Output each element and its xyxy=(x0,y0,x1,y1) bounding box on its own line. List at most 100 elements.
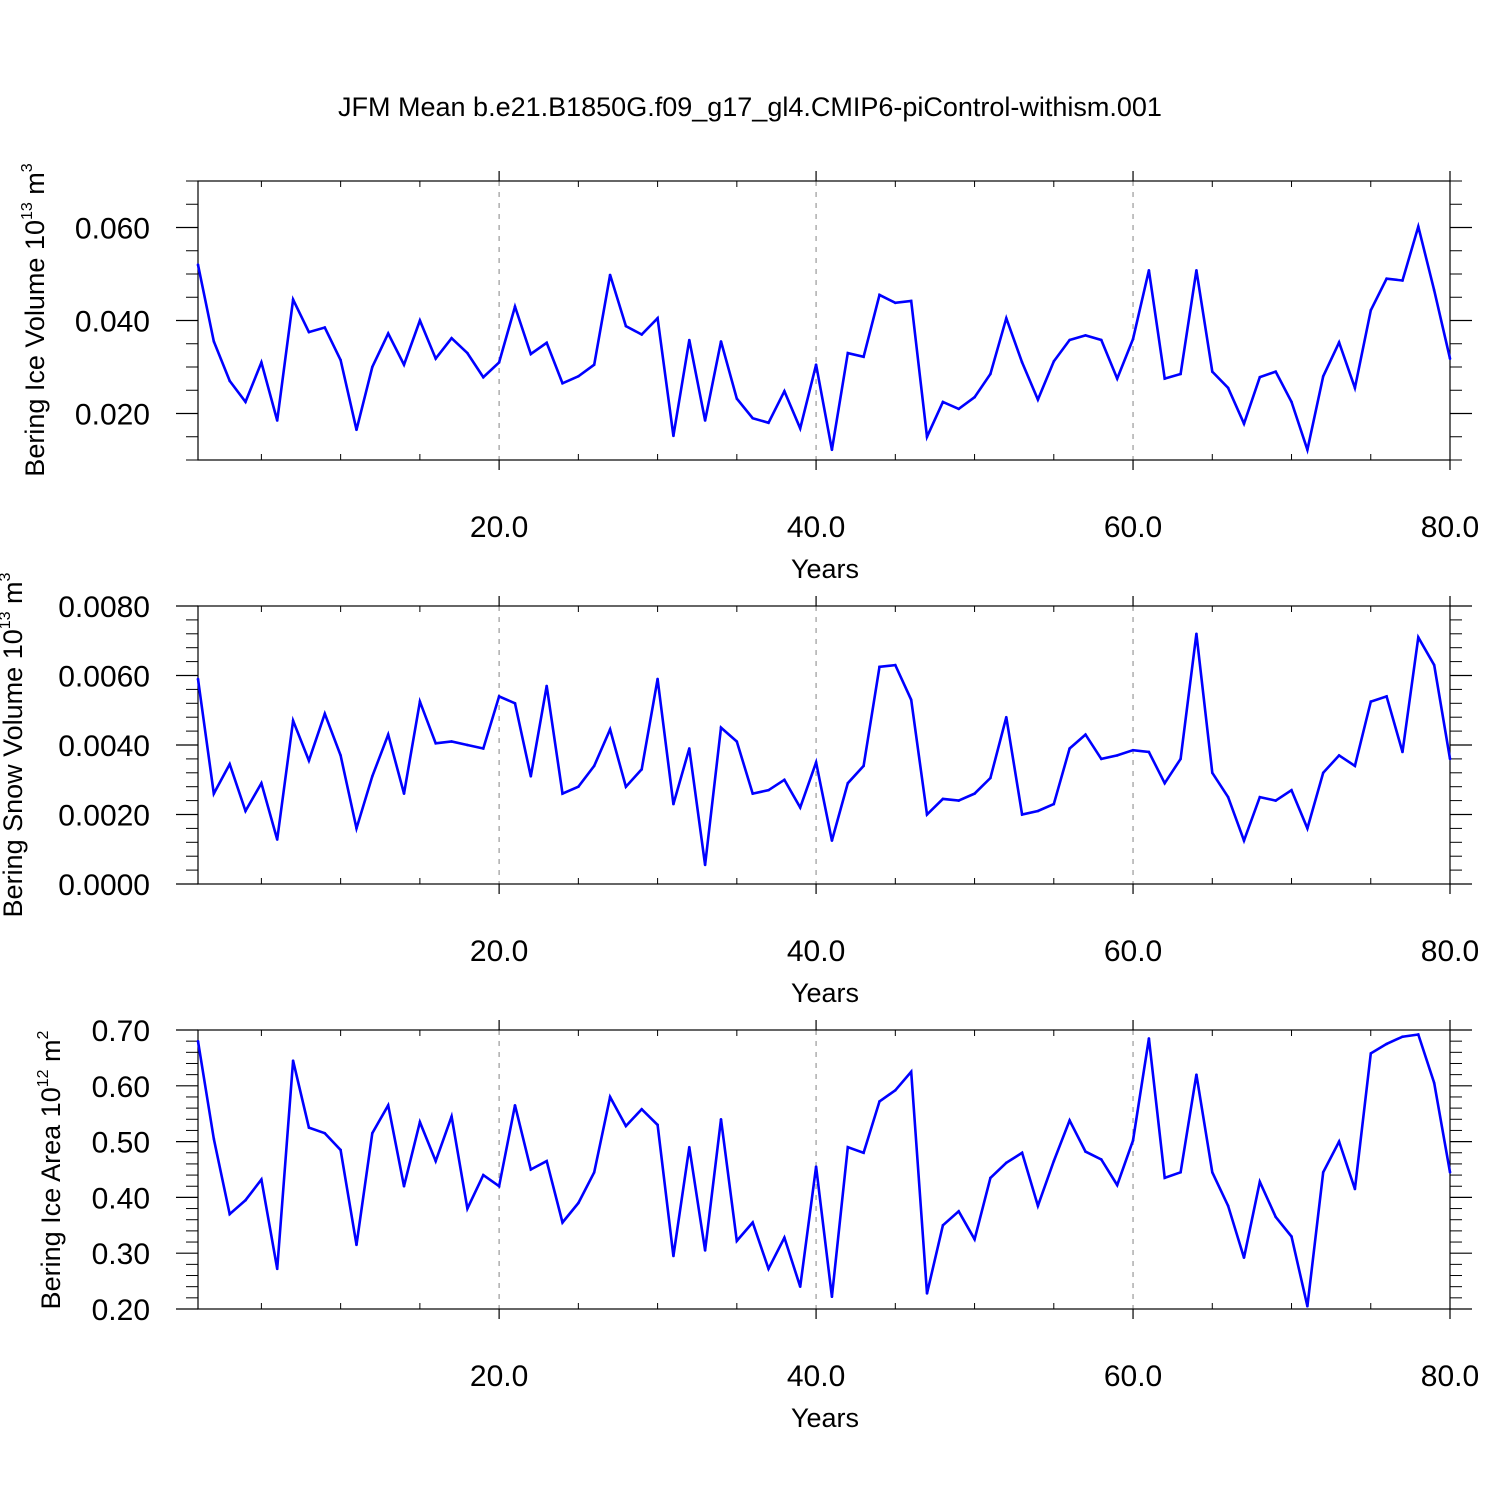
data-point xyxy=(1084,733,1087,736)
data-point xyxy=(783,1236,786,1239)
ylabel-exponent: 13 xyxy=(0,611,14,629)
data-point xyxy=(751,1221,754,1224)
data-point xyxy=(1163,1176,1167,1180)
data-point xyxy=(386,733,390,736)
ylabel-exponent: 12 xyxy=(35,1069,52,1087)
data-point xyxy=(260,361,263,364)
data-point xyxy=(830,448,834,452)
data-point xyxy=(1385,1042,1388,1046)
data-point xyxy=(434,1159,438,1163)
data-point xyxy=(1068,747,1071,750)
y-tick-label: 0.20 xyxy=(92,1294,150,1327)
data-point xyxy=(561,792,564,795)
data-point xyxy=(1385,277,1388,280)
data-point xyxy=(973,1237,976,1241)
x-axis-label: Years xyxy=(791,1403,859,1433)
y-tick-label: 0.70 xyxy=(92,1015,150,1048)
series-line xyxy=(196,1033,1452,1307)
x-tick-label: 80.0 xyxy=(1421,1360,1479,1393)
data-point xyxy=(830,839,834,842)
data-point xyxy=(1258,375,1262,379)
data-point xyxy=(767,788,770,792)
data-point xyxy=(1321,375,1325,378)
x-tick-label: 20.0 xyxy=(470,1360,528,1393)
data-point xyxy=(1179,757,1182,761)
data-point xyxy=(212,1137,216,1141)
data-point xyxy=(1147,1037,1151,1040)
panel-ice-area: Bering Ice Area 1012 m2 Years 20.0 40.0 60… xyxy=(35,1015,1479,1433)
data-point xyxy=(1020,813,1024,816)
data-point xyxy=(323,712,327,716)
data-point xyxy=(275,419,279,422)
data-point xyxy=(371,774,374,778)
data-point xyxy=(466,743,469,747)
data-point xyxy=(624,785,628,788)
y-tick-label: 0.0040 xyxy=(58,730,150,763)
data-point xyxy=(1401,1035,1404,1038)
data-point xyxy=(529,774,533,778)
data-point xyxy=(1210,370,1214,373)
data-point xyxy=(1290,788,1293,792)
data-point xyxy=(481,747,485,750)
data-point xyxy=(925,435,929,439)
data-point xyxy=(894,301,897,305)
data-point xyxy=(941,797,945,801)
data-point xyxy=(592,363,596,366)
y-tick-label: 0.0000 xyxy=(58,869,150,902)
data-point xyxy=(450,1115,453,1118)
data-point xyxy=(925,813,929,816)
data-point xyxy=(1115,1183,1119,1187)
data-point xyxy=(989,1176,992,1180)
data-point xyxy=(719,1117,723,1121)
data-point xyxy=(1353,386,1357,390)
data-point xyxy=(1195,268,1198,272)
data-point xyxy=(1448,757,1452,761)
data-point xyxy=(798,806,802,809)
data-point xyxy=(513,702,517,705)
data-point xyxy=(418,1120,422,1124)
data-point xyxy=(529,352,533,356)
data-point xyxy=(402,363,406,366)
data-point xyxy=(608,1095,612,1099)
ylabel-unit-exponent: 3 xyxy=(19,163,36,172)
ylabel-unit: m xyxy=(0,581,28,604)
data-point xyxy=(577,785,580,788)
data-point xyxy=(592,764,596,768)
data-point xyxy=(735,740,739,743)
y-tick-label: 0.060 xyxy=(75,213,150,246)
ylabel-unit-exponent: 3 xyxy=(0,572,14,581)
data-point xyxy=(862,355,865,359)
x-tick-label: 20.0 xyxy=(470,935,528,968)
data-point xyxy=(1004,1161,1008,1165)
data-point xyxy=(957,1210,961,1213)
data-point xyxy=(846,351,850,355)
data-point xyxy=(814,1165,818,1169)
data-point xyxy=(371,365,374,369)
data-point xyxy=(656,316,659,320)
data-point xyxy=(529,1168,533,1171)
y-tick-label: 0.0060 xyxy=(58,661,150,694)
data-point xyxy=(275,838,279,841)
data-point xyxy=(1147,268,1151,272)
y-tick-label: 0.60 xyxy=(92,1071,150,1104)
data-point xyxy=(291,298,295,301)
data-point xyxy=(798,427,802,430)
data-point xyxy=(814,363,818,366)
y-tick-label: 0.30 xyxy=(92,1238,150,1271)
data-point xyxy=(402,792,406,795)
data-point xyxy=(973,395,976,399)
data-point xyxy=(1417,635,1420,639)
data-point xyxy=(1337,341,1341,344)
data-point xyxy=(1274,370,1277,373)
data-point xyxy=(386,332,390,335)
data-point xyxy=(1052,1159,1056,1163)
data-point xyxy=(1163,781,1167,785)
data-point xyxy=(339,754,342,757)
data-point xyxy=(1210,771,1214,775)
data-point xyxy=(941,400,945,404)
data-point xyxy=(1052,360,1056,363)
data-point xyxy=(703,1249,707,1252)
ylabel-prefix: Bering Ice Area 10 xyxy=(36,1087,66,1309)
data-point xyxy=(545,684,548,688)
data-point xyxy=(577,375,580,378)
